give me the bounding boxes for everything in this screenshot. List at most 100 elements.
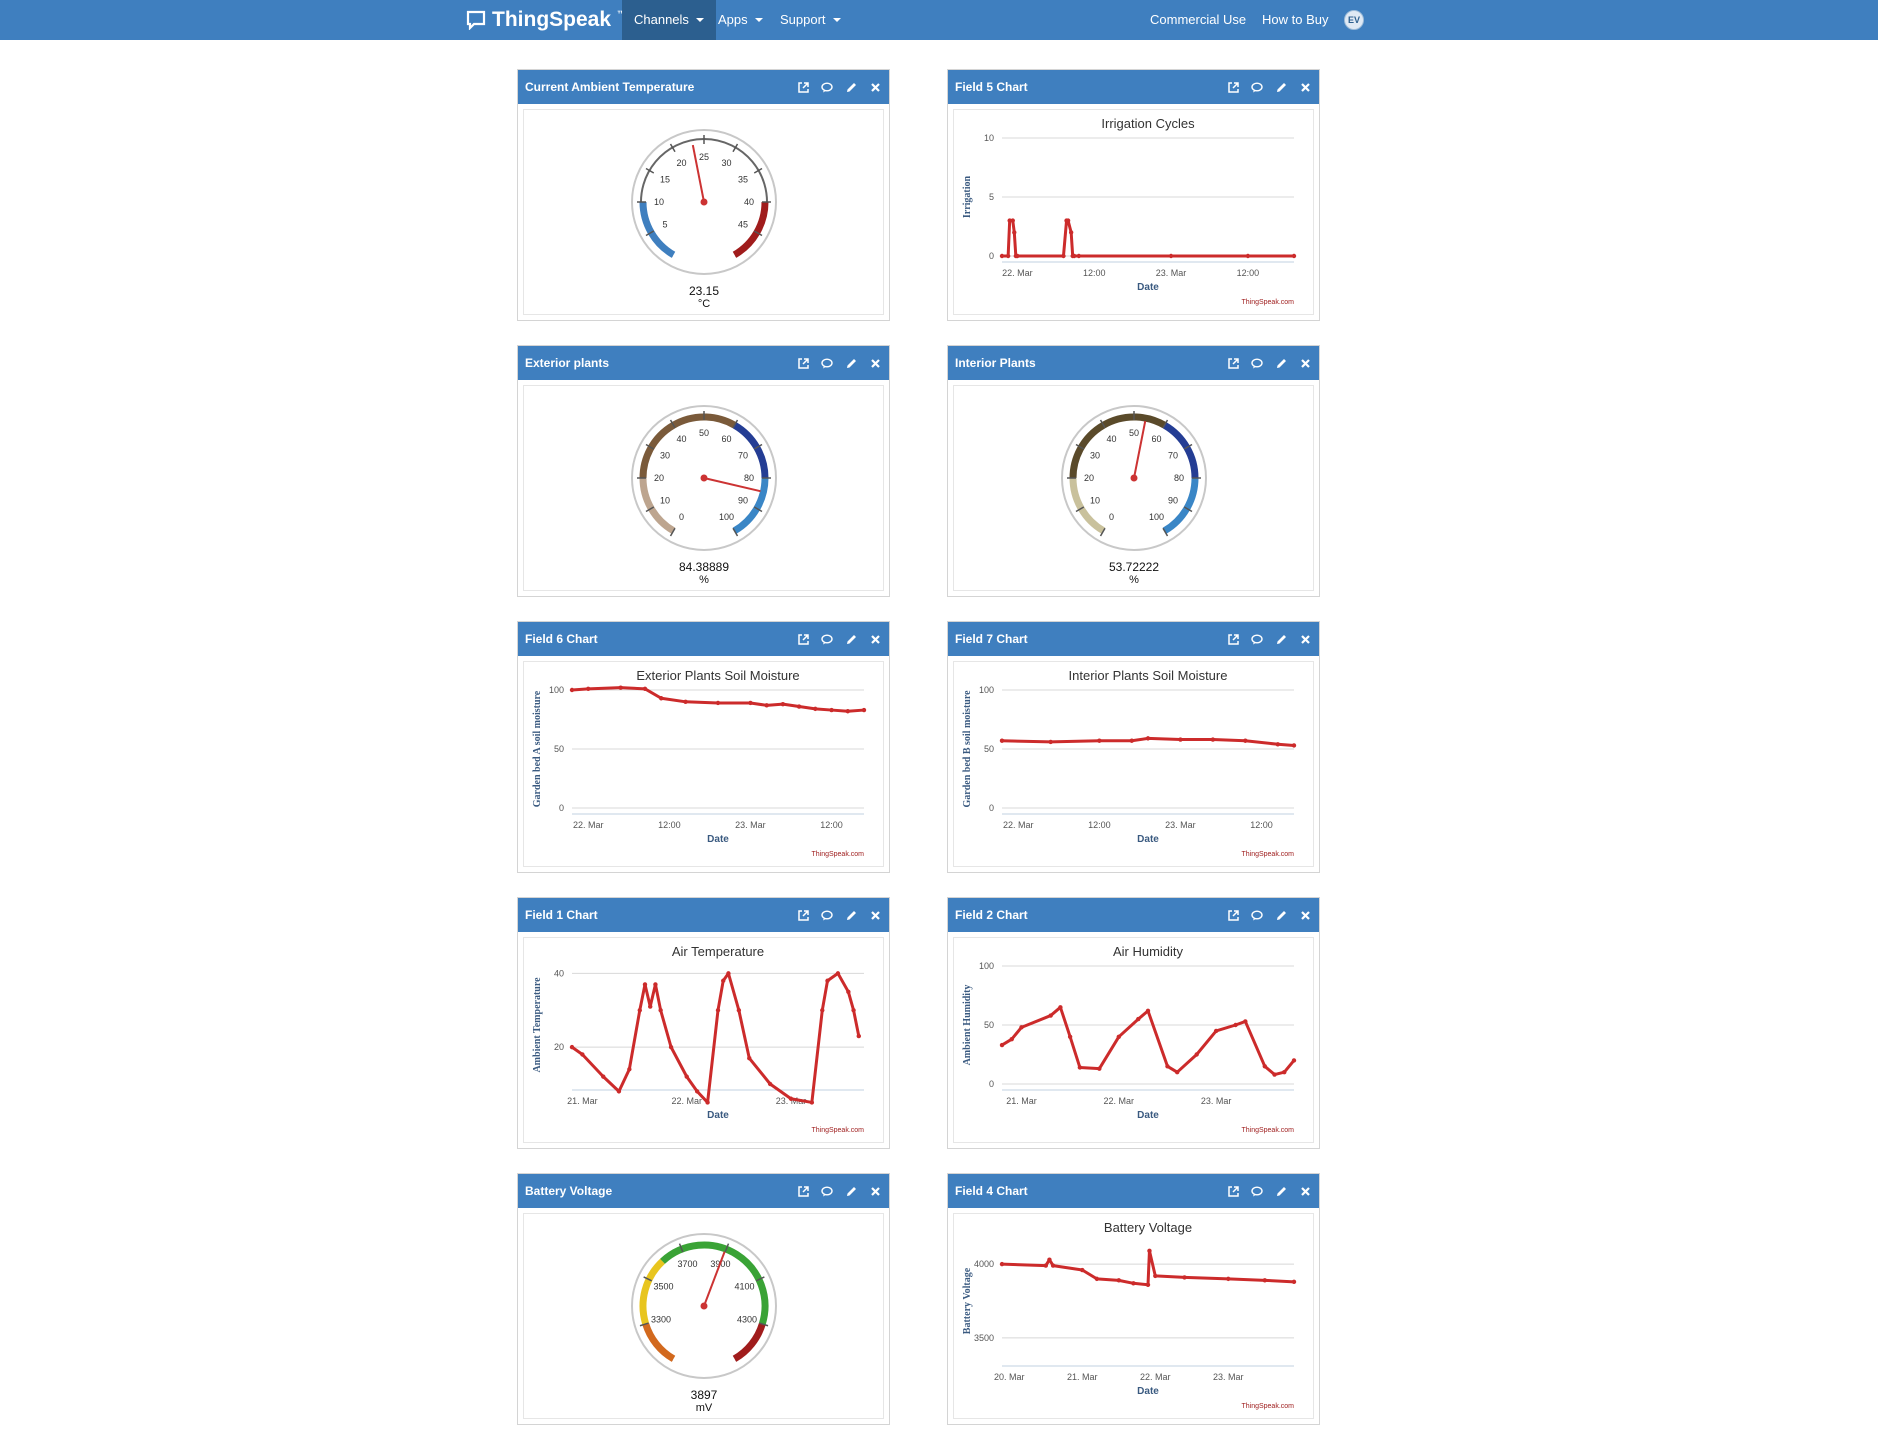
- chart-point: [1291, 743, 1297, 748]
- pencil-icon[interactable]: [1273, 907, 1289, 923]
- widget-body: Exterior Plants Soil Moisture 0 50 100 22. M…: [523, 661, 884, 867]
- close-icon[interactable]: [1297, 1183, 1313, 1199]
- chart-credit[interactable]: ThingSpeak.com: [1241, 1127, 1294, 1134]
- gauge-value: 84.38889: [679, 560, 729, 574]
- pencil-icon[interactable]: [843, 1183, 859, 1199]
- widget-header: Field 5 Chart: [948, 70, 1319, 104]
- chart-point: [1245, 253, 1251, 259]
- nav-channels[interactable]: Channels: [622, 0, 716, 40]
- comment-icon[interactable]: [1249, 1183, 1265, 1199]
- gauge: 0 10 20 30 40 50 60 70 80 90 100 53.72222%: [1061, 405, 1207, 586]
- external-link-icon[interactable]: [795, 79, 811, 95]
- external-link-icon[interactable]: [1225, 1183, 1241, 1199]
- external-link-icon[interactable]: [1225, 907, 1241, 923]
- chart-point: [1080, 1267, 1085, 1273]
- nav-channels-label: Channels: [634, 12, 689, 27]
- comment-icon[interactable]: [1249, 79, 1265, 95]
- widget-actions: [1225, 631, 1313, 647]
- gauge-tick: [645, 230, 655, 237]
- chart-xtick-label: 23. Mar: [735, 820, 766, 830]
- pencil-icon[interactable]: [843, 631, 859, 647]
- gauge-tick-label: 15: [660, 175, 670, 185]
- comment-icon[interactable]: [819, 355, 835, 371]
- close-icon[interactable]: [1297, 631, 1313, 647]
- pencil-icon[interactable]: [1273, 631, 1289, 647]
- chart-xtick-label: 22. Mar: [1140, 1372, 1171, 1382]
- nav-how-to-buy[interactable]: How to Buy: [1250, 0, 1340, 40]
- widget-title: Battery Voltage: [525, 1184, 613, 1198]
- gauge-band: [639, 1258, 665, 1326]
- chart-credit[interactable]: ThingSpeak.com: [811, 1127, 864, 1134]
- chart-point: [1015, 253, 1020, 259]
- comment-icon[interactable]: [1249, 631, 1265, 647]
- external-link-icon[interactable]: [795, 907, 811, 923]
- comment-icon[interactable]: [1249, 907, 1265, 923]
- widget-panel: Field 1 Chart Air Temperature 20 40 21. Mar 2…: [517, 897, 890, 1149]
- widget-title: Interior Plants: [955, 356, 1036, 370]
- gauge-tick-label: 100: [1149, 512, 1164, 522]
- external-link-icon[interactable]: [1225, 355, 1241, 371]
- comment-icon[interactable]: [819, 1183, 835, 1199]
- close-icon[interactable]: [867, 907, 883, 923]
- external-link-icon[interactable]: [795, 355, 811, 371]
- comment-icon[interactable]: [819, 631, 835, 647]
- gauge-tick: [1075, 506, 1085, 513]
- chart-ylabel: Garden bed B soil moisture: [962, 690, 973, 808]
- close-icon[interactable]: [867, 631, 883, 647]
- pencil-icon[interactable]: [843, 907, 859, 923]
- gauge-tick-label: 90: [738, 496, 748, 506]
- user-avatar[interactable]: EV: [1344, 10, 1364, 30]
- chart-xtick-label: 22. Mar: [671, 1096, 702, 1106]
- nav-apps[interactable]: Apps: [706, 0, 775, 40]
- thingspeak-logo[interactable]: ThingSpeak ™: [466, 0, 626, 40]
- nav-commercial-use-label: Commercial Use: [1150, 12, 1247, 27]
- widget-header: Current Ambient Temperature: [518, 70, 889, 104]
- chart-point: [658, 1008, 663, 1013]
- chart-point: [1233, 1022, 1238, 1028]
- chart-point: [1012, 230, 1017, 235]
- gauge-tick-label: 70: [1168, 451, 1178, 461]
- chart-point: [1131, 1281, 1136, 1286]
- close-icon[interactable]: [1297, 907, 1313, 923]
- close-icon[interactable]: [1297, 355, 1313, 371]
- chart-credit[interactable]: ThingSpeak.com: [1241, 299, 1294, 306]
- gauge-tick-label: 50: [699, 428, 709, 438]
- nav-commercial-use[interactable]: Commercial Use: [1138, 0, 1258, 40]
- chart-point: [1262, 1064, 1267, 1069]
- chart-credit[interactable]: ThingSpeak.com: [1241, 1403, 1294, 1410]
- close-icon[interactable]: [867, 79, 883, 95]
- external-link-icon[interactable]: [1225, 631, 1241, 647]
- external-link-icon[interactable]: [795, 631, 811, 647]
- comment-icon[interactable]: [819, 907, 835, 923]
- close-icon[interactable]: [867, 355, 883, 371]
- gauge-tick-label: 90: [1168, 496, 1178, 506]
- chart-ytick-label: 3500: [974, 1333, 994, 1343]
- close-icon[interactable]: [867, 1183, 883, 1199]
- pencil-icon[interactable]: [1273, 355, 1289, 371]
- line-chart: Air Humidity 0 50 100 21. Mar 22. Mar 23. Mar D…: [962, 944, 1297, 1134]
- comment-icon[interactable]: [1249, 355, 1265, 371]
- chart-point: [1005, 253, 1011, 259]
- chart-credit[interactable]: ThingSpeak.com: [1241, 851, 1294, 858]
- nav-support[interactable]: Support: [768, 0, 853, 40]
- pencil-icon[interactable]: [1273, 1183, 1289, 1199]
- gauge-tick-label: 20: [1084, 473, 1094, 483]
- chart-point: [748, 700, 753, 706]
- gauge-tick: [669, 143, 676, 153]
- comment-icon[interactable]: [819, 79, 835, 95]
- gauge-tick-label: 100: [719, 512, 734, 522]
- external-link-icon[interactable]: [795, 1183, 811, 1199]
- close-icon[interactable]: [1297, 79, 1313, 95]
- chart-series-line: [1001, 1249, 1295, 1287]
- chart-point: [851, 1008, 856, 1013]
- external-link-icon[interactable]: [1225, 79, 1241, 95]
- widget-header: Battery Voltage: [518, 1174, 889, 1208]
- pencil-icon[interactable]: [843, 355, 859, 371]
- chart-point: [1048, 739, 1053, 745]
- pencil-icon[interactable]: [1273, 79, 1289, 95]
- gauge-tick-label: 40: [1106, 434, 1116, 444]
- chart-credit[interactable]: ThingSpeak.com: [811, 851, 864, 858]
- pencil-icon[interactable]: [843, 79, 859, 95]
- gauge-tick-label: 80: [744, 473, 754, 483]
